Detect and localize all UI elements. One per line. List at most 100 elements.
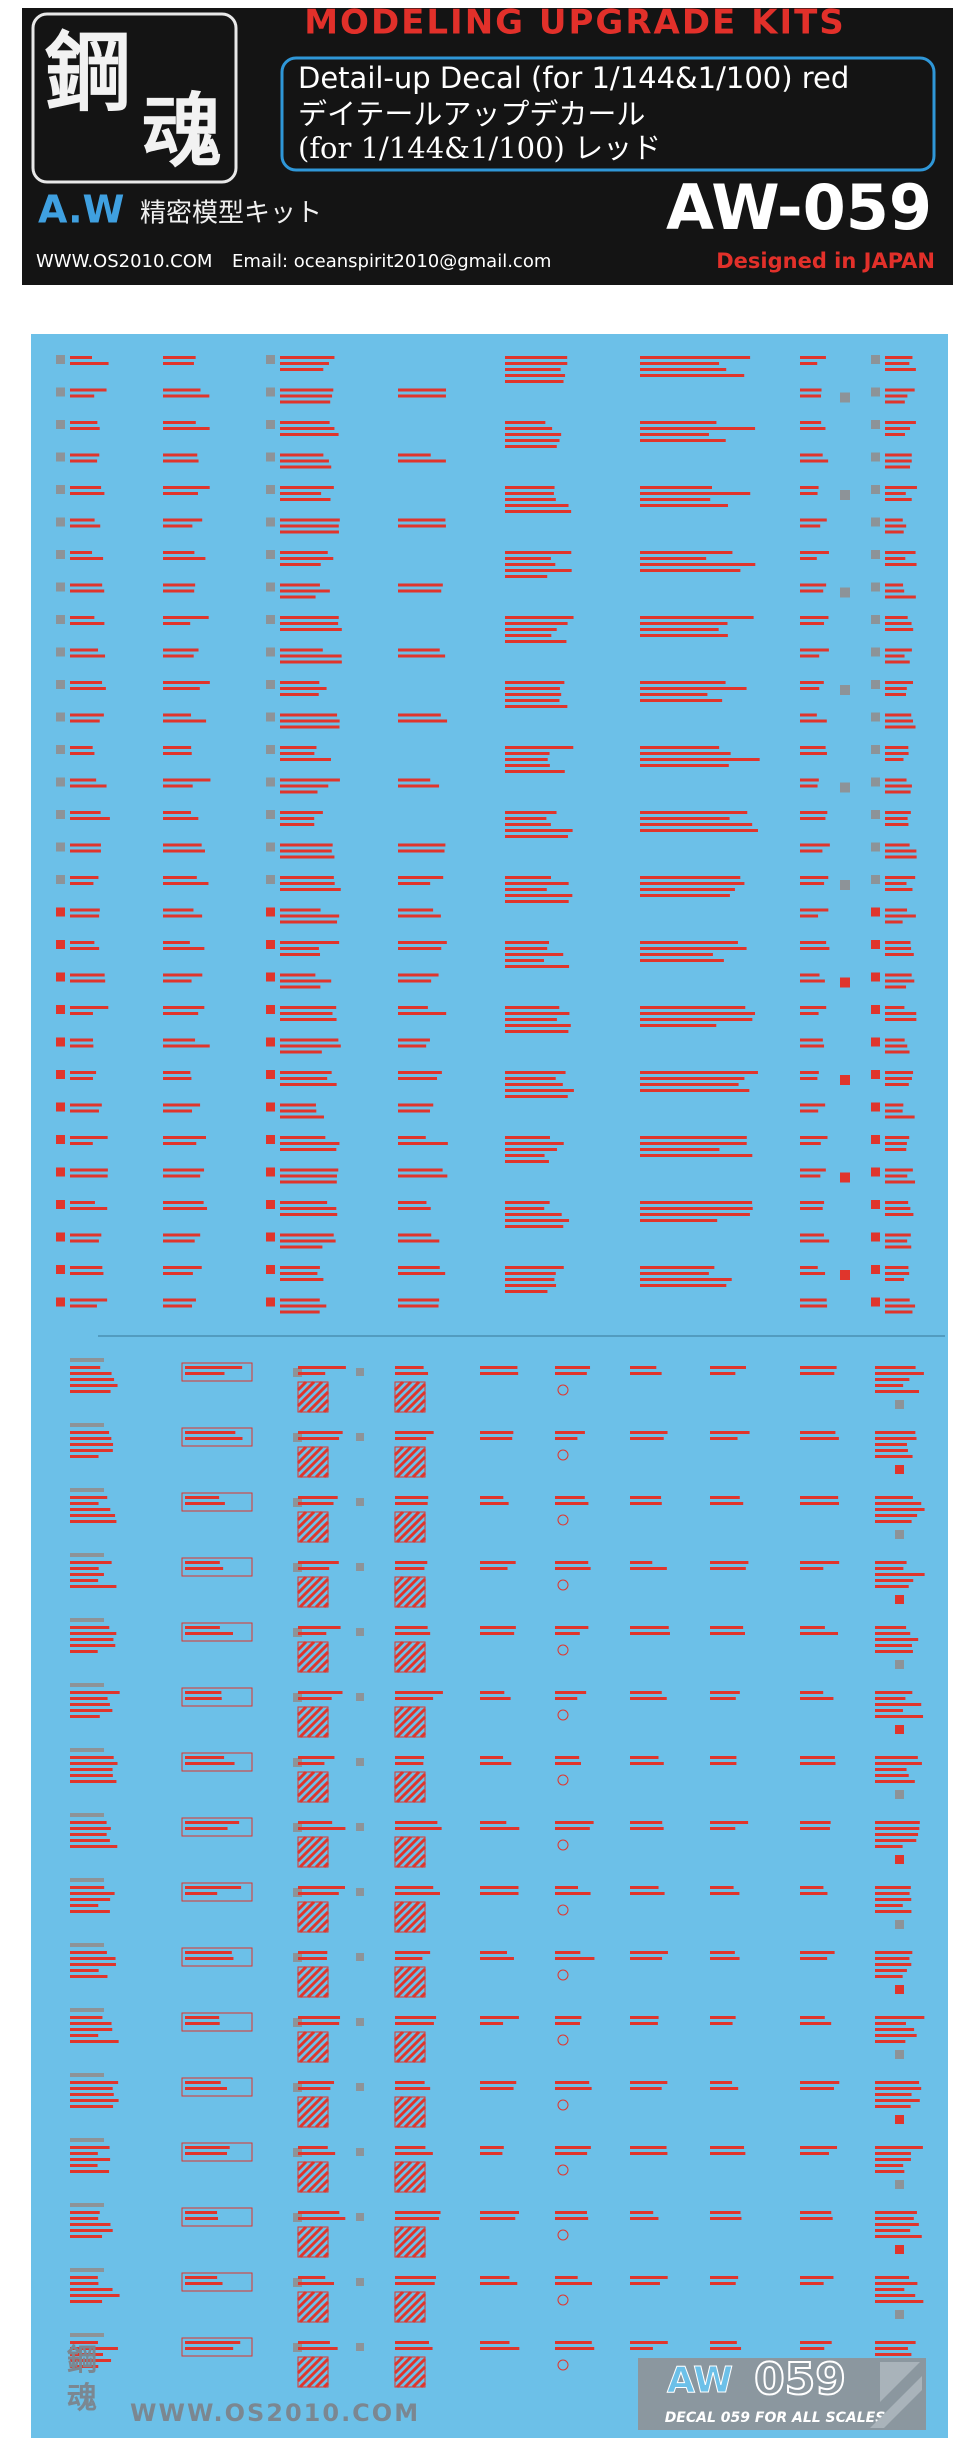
decal-text-line — [185, 1372, 225, 1375]
decal-text-line — [885, 654, 905, 658]
decal-text-line — [395, 2211, 441, 2214]
hatch-stripe — [419, 1471, 427, 1479]
decal-square — [56, 517, 65, 527]
decal-text-line — [875, 2028, 915, 2031]
decal-text-line — [505, 705, 568, 708]
hatch-stripe — [411, 2048, 427, 2064]
decal-text-line — [800, 687, 820, 690]
decal-text-line — [555, 1756, 580, 1759]
decal-text-line — [163, 746, 192, 749]
decal-frame — [181, 2272, 253, 2292]
decal-text-line — [885, 1071, 914, 1074]
decal-text-line — [640, 551, 733, 554]
decal-text-line — [70, 849, 101, 853]
decal-square — [871, 550, 880, 559]
decal-text-line — [70, 1038, 94, 1042]
decal-text-line — [280, 941, 340, 944]
decal-text-line — [70, 2353, 103, 2356]
decal-text-line — [70, 2022, 112, 2025]
hatch-stripe — [393, 1575, 413, 1595]
decal-text-line — [875, 1390, 920, 1393]
decal-text-line — [280, 433, 339, 436]
decal-text-line — [630, 2022, 658, 2025]
decal-tab — [70, 1748, 104, 1752]
hatch-stripe — [296, 1510, 324, 1538]
decal-text-line — [875, 1573, 925, 1576]
decal-text-line — [395, 2152, 433, 2155]
decal-ring — [557, 2359, 569, 2371]
decal-text-line — [280, 1278, 324, 1281]
decal-text-line — [70, 589, 105, 593]
hatch-stripe — [395, 1512, 427, 1544]
decal-square — [266, 517, 275, 527]
decal-text-line — [70, 1012, 93, 1015]
decal-text-line — [875, 2294, 916, 2297]
decal-text-line — [875, 1585, 909, 1588]
hatch-stripe — [296, 1900, 308, 1912]
decal-text-line — [885, 843, 910, 847]
hatch-stripe — [322, 2316, 330, 2324]
hatch-stripe — [393, 1445, 405, 1457]
decal-square — [871, 1265, 880, 1274]
decal-text-line — [640, 829, 758, 832]
decal-text-line — [710, 2146, 745, 2149]
badge-prefix: AW — [667, 2360, 733, 2401]
decal-text-line — [298, 1632, 327, 1635]
decal-text-line — [885, 498, 912, 501]
decal-text-line — [70, 882, 94, 885]
decal-text-line — [280, 648, 323, 652]
hatch-stripe — [298, 1512, 330, 1544]
decal-text-line — [875, 1579, 914, 1582]
hatch-stripe — [403, 2300, 427, 2324]
decal-square — [293, 1498, 302, 1507]
decal-text-line — [398, 882, 431, 885]
decal-text-line — [505, 687, 560, 690]
decal-text-line — [875, 1709, 903, 1712]
decal-text-line — [280, 530, 339, 534]
hatch-stripe — [296, 1575, 324, 1603]
decal-text-line — [710, 1756, 737, 1759]
decal-text-line — [885, 518, 903, 522]
decal-text-line — [398, 1201, 427, 1204]
hatch-stripe — [395, 1577, 427, 1609]
decal-text-line — [710, 1886, 734, 1889]
hatch-stripe — [419, 2316, 427, 2324]
hatch-stripe — [298, 1447, 330, 1479]
decal-text-line — [800, 356, 826, 359]
hatch-stripe — [411, 2243, 427, 2259]
decal-text-line — [800, 1632, 839, 1635]
decal-text-line — [70, 876, 99, 879]
decal-text-line — [885, 778, 907, 782]
decal-text-line — [398, 518, 446, 522]
decal-text-line — [163, 778, 211, 782]
hatch-stripe — [393, 1445, 413, 1465]
decal-text-line — [70, 2276, 98, 2279]
decal-text-line — [885, 693, 906, 696]
decal-text-line — [875, 1957, 910, 1960]
decal-text-line — [163, 1142, 197, 1145]
hatch-stripe — [296, 1835, 324, 1863]
hatch-stripe — [419, 1991, 427, 1999]
decal-square — [356, 2278, 364, 2286]
decal-text-line — [70, 394, 95, 398]
decal-text-line — [885, 1168, 913, 1172]
decal-text-line — [280, 1142, 340, 1145]
decal-ring — [557, 2034, 569, 2046]
decal-text-line — [505, 1030, 569, 1033]
decal-square — [871, 485, 880, 494]
decal-text-line — [298, 2282, 335, 2285]
decal-text-line — [640, 492, 751, 495]
decal-text-line — [280, 453, 324, 457]
decal-text-line — [163, 914, 203, 918]
decal-tab — [70, 2073, 104, 2077]
decal-text-line — [885, 1142, 907, 1145]
decal-text-line — [298, 2347, 338, 2350]
decal-text-line — [800, 524, 821, 528]
decal-text-line — [70, 1136, 108, 1139]
decal-square — [266, 387, 275, 397]
decal-text-line — [280, 817, 315, 820]
decal-frame — [181, 1687, 253, 1707]
hatch-stripe — [395, 1967, 427, 1999]
decal-ring — [557, 1644, 569, 1656]
decal-text-line — [480, 1567, 508, 1570]
